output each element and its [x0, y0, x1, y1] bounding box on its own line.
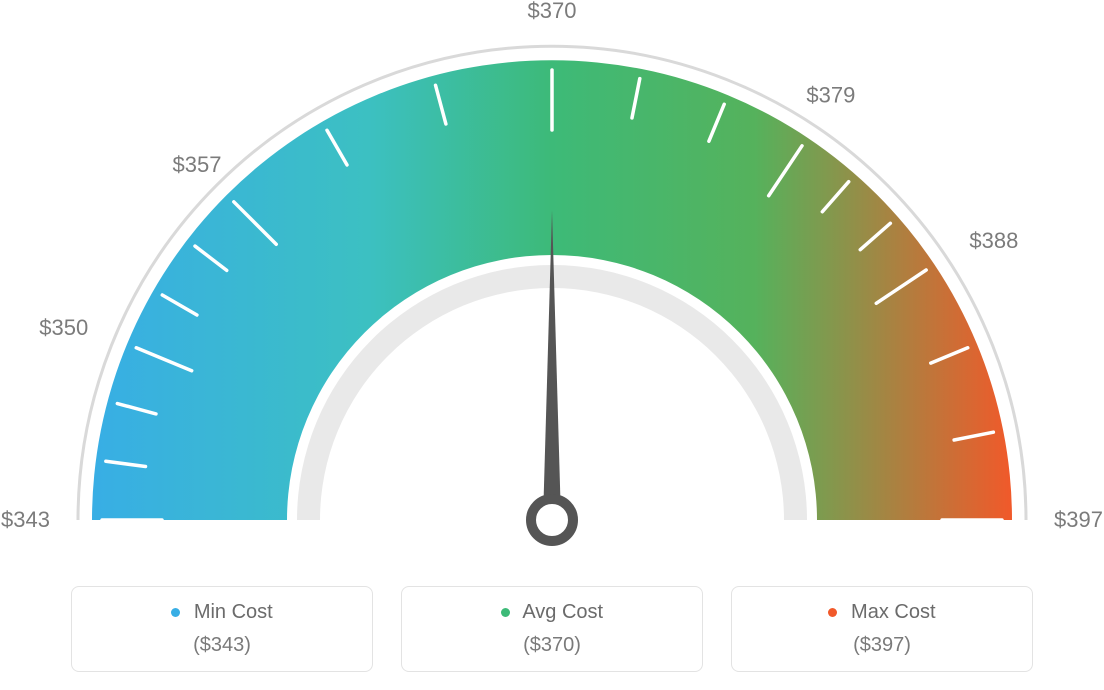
legend-label-min: Min Cost — [194, 601, 273, 623]
svg-text:$343: $343 — [1, 507, 50, 532]
svg-text:$357: $357 — [173, 152, 222, 177]
legend-card-avg: Avg Cost ($370) — [401, 586, 703, 672]
legend-card-max: Max Cost ($397) — [731, 586, 1033, 672]
legend-bullet-max — [828, 608, 837, 617]
legend-bullet-avg — [501, 608, 510, 617]
legend-bullet-min — [171, 608, 180, 617]
legend-row: Min Cost ($343) Avg Cost ($370) Max Cost… — [0, 586, 1104, 672]
svg-text:$388: $388 — [969, 228, 1018, 253]
legend-value-min: ($343) — [72, 634, 372, 657]
legend-label-avg: Avg Cost — [522, 601, 603, 623]
legend-value-max: ($397) — [732, 634, 1032, 657]
legend-card-min: Min Cost ($343) — [71, 586, 373, 672]
svg-text:$350: $350 — [39, 315, 88, 340]
svg-text:$379: $379 — [806, 83, 855, 108]
legend-label-max: Max Cost — [851, 601, 935, 623]
svg-text:$397: $397 — [1054, 507, 1103, 532]
cost-gauge: $343 $350 $357 $370 $379 $388 $397 — [0, 0, 1104, 560]
legend-value-avg: ($370) — [402, 634, 702, 657]
svg-text:$370: $370 — [528, 0, 577, 23]
